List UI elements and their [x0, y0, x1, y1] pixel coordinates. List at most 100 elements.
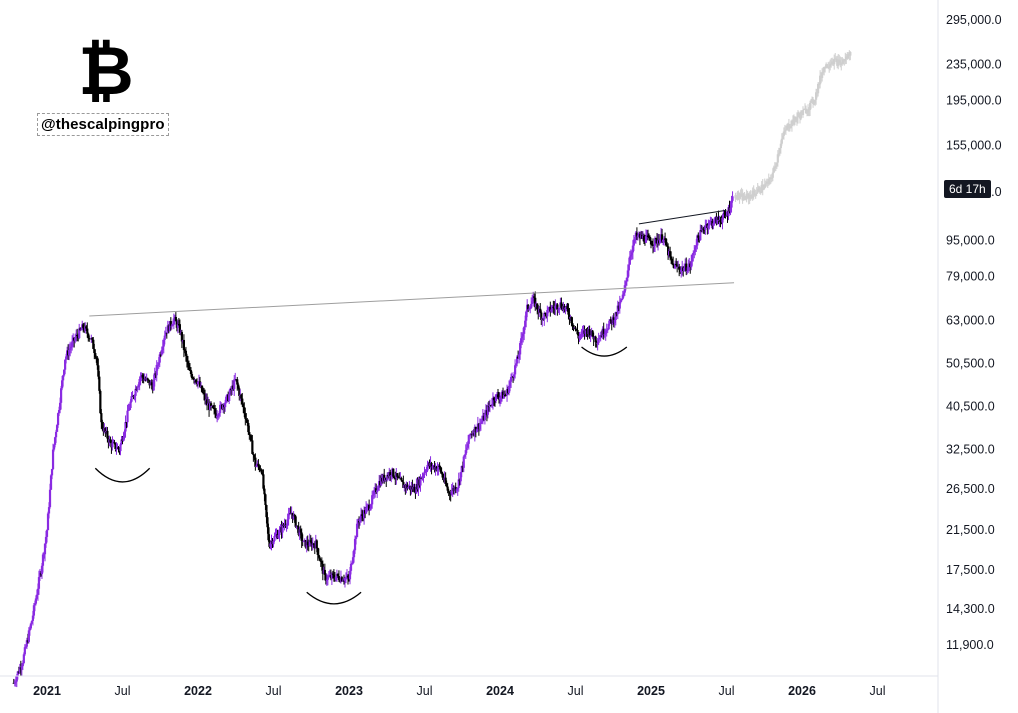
candle-body	[320, 561, 323, 564]
candle-body	[680, 269, 683, 272]
candle-body	[522, 333, 525, 337]
candle-body	[115, 448, 118, 450]
candle-body	[837, 59, 840, 66]
candle-body	[64, 359, 67, 370]
candle-body	[398, 476, 401, 479]
candle-body	[552, 306, 555, 308]
rounded-bottom-arc[interactable]	[581, 346, 628, 357]
candle-body	[455, 489, 458, 491]
candle-body	[218, 413, 221, 416]
candle-body	[111, 442, 114, 448]
candle-body	[80, 329, 83, 331]
candle-body	[646, 235, 650, 237]
candle-body	[129, 401, 132, 409]
candle-body	[228, 394, 231, 401]
candle-body	[808, 102, 812, 111]
candle-body	[557, 309, 560, 311]
candle-body	[137, 384, 140, 387]
candle-body	[758, 187, 761, 193]
price-axis[interactable]: 295,000.0 235,000.0 195,000.0 155,000.0 95,0…	[946, 13, 1002, 652]
candle-body	[721, 217, 724, 223]
candle-body	[464, 450, 467, 455]
candle-body	[460, 465, 463, 473]
candle-body	[626, 270, 629, 278]
candle-body	[594, 336, 597, 343]
candle-body	[61, 380, 64, 389]
candle-body	[761, 184, 764, 190]
candle-body	[363, 510, 366, 519]
candle-body	[821, 72, 824, 79]
candle-body	[514, 365, 517, 375]
candle-body	[127, 410, 130, 412]
candle-body	[389, 472, 392, 476]
candle-body	[773, 166, 776, 168]
trendline[interactable]	[638, 209, 727, 225]
candle-body	[351, 557, 355, 564]
rounded-bottom-arc[interactable]	[94, 467, 151, 483]
candle-body	[518, 354, 521, 359]
candle-body	[185, 355, 189, 362]
price-tick-label: 17,500.0	[946, 563, 995, 577]
candle-body	[570, 316, 573, 324]
candle-body	[780, 138, 783, 144]
candle-body	[630, 252, 633, 255]
candle-body	[394, 478, 397, 480]
candle-body	[176, 324, 179, 328]
candle-body	[805, 111, 809, 114]
candle-body	[62, 375, 65, 381]
candle-body	[793, 116, 797, 120]
candle-body	[33, 603, 37, 606]
candle-body	[200, 385, 204, 392]
candle-body	[198, 381, 202, 387]
candle-body	[430, 463, 433, 468]
candle-body	[752, 190, 755, 194]
candle-body	[716, 217, 719, 224]
candle-body	[490, 404, 494, 406]
trendline[interactable]	[89, 282, 735, 317]
candle-body	[16, 671, 19, 677]
candle-body	[707, 225, 710, 229]
candle-body	[425, 470, 428, 472]
candle-body	[233, 379, 236, 390]
candle-body	[393, 476, 396, 479]
candle-body	[366, 505, 369, 508]
candle-body	[308, 540, 311, 547]
candle-body	[777, 153, 780, 155]
candle-body	[814, 92, 818, 100]
candle-body	[369, 508, 372, 511]
candle-body	[591, 330, 594, 337]
price-tick-label: 40,500.0	[946, 400, 995, 414]
candle-body	[621, 294, 624, 299]
candle-body	[153, 373, 156, 380]
time-axis[interactable]: 2021 Jul 2022 Jul 2023 Jul 2024 Jul 2025 Jul 2026 J…	[33, 684, 885, 698]
candle-body	[22, 654, 25, 664]
candle-body	[100, 413, 103, 423]
candle-body	[440, 471, 443, 474]
candle-body	[15, 676, 18, 682]
candle-body	[330, 573, 333, 579]
candle-body	[658, 239, 662, 244]
candle-body	[94, 353, 97, 358]
candle-body	[554, 305, 557, 309]
candle-body	[595, 342, 598, 344]
candle-body	[406, 484, 409, 489]
candle-body	[159, 354, 162, 356]
candle-body	[738, 196, 741, 198]
candle-body	[627, 264, 630, 271]
candle-body	[764, 183, 767, 185]
candle-body	[174, 316, 177, 322]
candle-body	[190, 374, 194, 379]
candle-body	[616, 305, 619, 315]
price-candles	[12, 191, 734, 688]
candle-body	[549, 306, 552, 312]
candle-body	[519, 343, 522, 355]
candle-body	[445, 483, 448, 487]
candle-body	[799, 111, 803, 119]
candle-body	[318, 557, 321, 561]
candle-body	[368, 505, 371, 511]
candle-body	[214, 408, 217, 414]
candle-body	[216, 415, 219, 418]
candle-body	[161, 346, 164, 351]
rounded-bottom-arc[interactable]	[306, 591, 362, 605]
